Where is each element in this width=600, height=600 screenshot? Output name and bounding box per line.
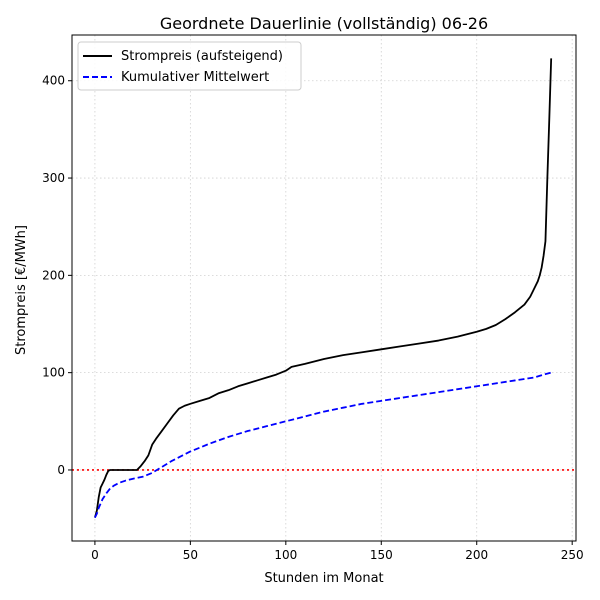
x-tick-label: 50 bbox=[183, 548, 198, 562]
series-line-strompreis bbox=[94, 58, 553, 518]
legend-box bbox=[77, 41, 302, 91]
legend: Strompreis (aufsteigend) Kumulativer Mit… bbox=[77, 41, 302, 91]
y-tick-label: 400 bbox=[42, 74, 65, 88]
x-tick-label: 200 bbox=[465, 548, 488, 562]
legend-label-strompreis: Strompreis (aufsteigend) bbox=[121, 49, 283, 64]
x-tick-label: 100 bbox=[274, 548, 297, 562]
chart-title: Geordnete Dauerlinie (vollständig) 06-26 bbox=[160, 14, 488, 33]
legend-label-mittelwert: Kumulativer Mittelwert bbox=[121, 70, 269, 85]
y-tick-label: 100 bbox=[42, 366, 65, 380]
y-tick-label: 200 bbox=[42, 268, 65, 282]
plot-area-frame bbox=[71, 34, 577, 542]
series-layer bbox=[94, 58, 553, 519]
x-tick-label: 250 bbox=[561, 548, 584, 562]
x-tick-label: 0 bbox=[91, 548, 99, 562]
x-tick-label: 150 bbox=[370, 548, 393, 562]
y-axis-label: Strompreis [€/MWh] bbox=[14, 225, 29, 355]
x-axis-label: Stunden im Monat bbox=[264, 571, 383, 586]
y-tick-label: 0 bbox=[57, 463, 65, 477]
ticks: 0 50 100 150 200 250 0 100 200 300 400 bbox=[42, 74, 584, 562]
y-tick-label: 300 bbox=[42, 171, 65, 185]
series-line-kumulativer-mittelwert bbox=[94, 371, 552, 519]
